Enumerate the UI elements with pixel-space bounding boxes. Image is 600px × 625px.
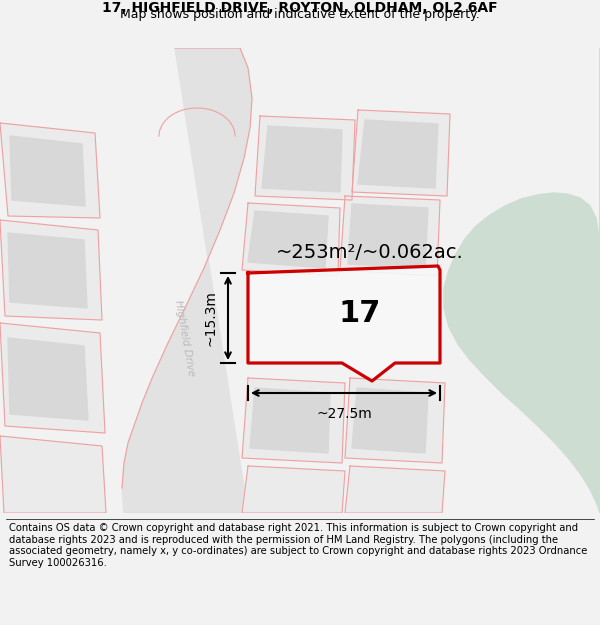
Polygon shape	[358, 120, 438, 188]
Text: ~253m²/~0.062ac.: ~253m²/~0.062ac.	[276, 244, 464, 262]
Polygon shape	[242, 466, 345, 513]
Text: ~27.5m: ~27.5m	[316, 407, 372, 421]
Polygon shape	[0, 123, 100, 218]
Polygon shape	[0, 220, 102, 320]
Polygon shape	[248, 211, 328, 268]
Polygon shape	[8, 338, 88, 420]
Text: 17: 17	[339, 299, 381, 328]
Polygon shape	[8, 233, 87, 308]
Text: ~15.3m: ~15.3m	[204, 290, 218, 346]
Polygon shape	[0, 436, 106, 513]
Polygon shape	[345, 466, 445, 513]
Polygon shape	[242, 378, 345, 463]
Polygon shape	[348, 204, 428, 268]
Polygon shape	[10, 136, 85, 206]
Polygon shape	[242, 203, 340, 276]
Polygon shape	[0, 323, 105, 433]
Polygon shape	[255, 116, 355, 200]
Polygon shape	[444, 48, 600, 513]
Polygon shape	[262, 126, 342, 192]
Polygon shape	[352, 388, 428, 453]
Text: Contains OS data © Crown copyright and database right 2021. This information is : Contains OS data © Crown copyright and d…	[9, 523, 587, 568]
Polygon shape	[122, 48, 252, 513]
Polygon shape	[248, 266, 440, 381]
Polygon shape	[340, 196, 440, 276]
Text: Map shows position and indicative extent of the property.: Map shows position and indicative extent…	[120, 8, 480, 21]
Text: Highfield Drive: Highfield Drive	[173, 299, 197, 377]
Polygon shape	[352, 110, 450, 196]
Polygon shape	[250, 388, 330, 453]
Polygon shape	[345, 378, 445, 463]
Text: 17, HIGHFIELD DRIVE, ROYTON, OLDHAM, OL2 6AF: 17, HIGHFIELD DRIVE, ROYTON, OLDHAM, OL2…	[102, 1, 498, 16]
